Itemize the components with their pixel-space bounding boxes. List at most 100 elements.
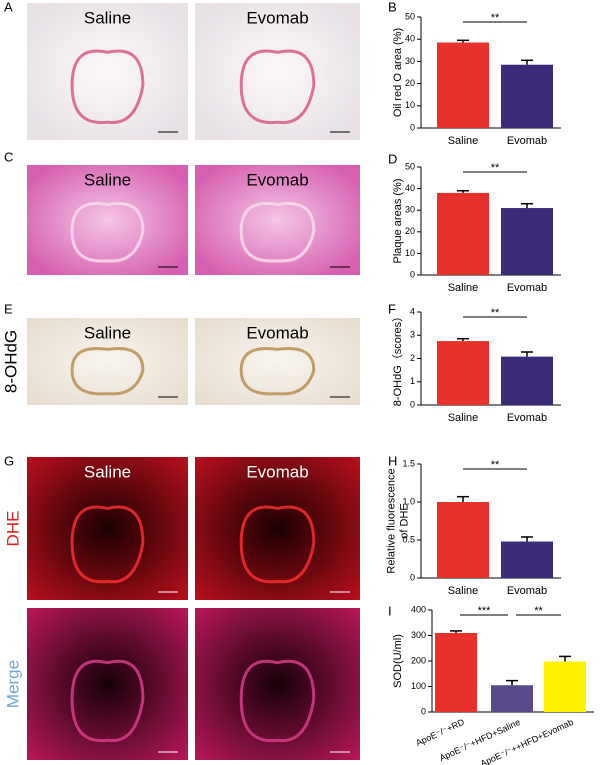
y-tick-label: 40 xyxy=(405,183,415,193)
y-tick-label: 20 xyxy=(405,226,415,236)
micrograph xyxy=(27,457,188,600)
image-label: Saline xyxy=(84,462,131,481)
panel-letter: H xyxy=(388,453,397,468)
y-axis-label: SOD(U/ml) xyxy=(392,634,404,688)
panel-letter: G xyxy=(4,453,14,468)
panel-letter: D xyxy=(388,151,397,166)
y-tick-label: 300 xyxy=(411,630,426,640)
image-label: Evomab xyxy=(246,462,308,481)
x-tick-label: Evomab xyxy=(507,412,547,424)
bar xyxy=(501,64,553,128)
x-tick-label: Evomab xyxy=(507,135,547,147)
bar xyxy=(501,208,553,275)
image-label: Saline xyxy=(84,323,131,342)
x-tick-label: Evomab xyxy=(507,282,547,294)
vessel-wall xyxy=(70,49,145,125)
y-tick-label: 10 xyxy=(405,100,415,110)
y-tick-label: 10 xyxy=(405,248,415,258)
y-tick-label: 200 xyxy=(411,655,426,665)
vessel-wall xyxy=(239,505,316,584)
image-label: Saline xyxy=(84,8,131,27)
bar xyxy=(501,356,553,405)
y-tick-label: 1 xyxy=(410,376,415,386)
y-tick-label: 4 xyxy=(410,306,415,316)
vessel-wall xyxy=(70,347,145,396)
y-axis-label: Oil red O area (%) xyxy=(392,28,404,117)
panel-letter: C xyxy=(4,149,13,164)
panel-letter: B xyxy=(388,0,397,14)
significance-label: ** xyxy=(491,307,500,319)
significance-label: ** xyxy=(491,12,500,24)
y-tick-label: 30 xyxy=(405,56,415,66)
x-tick-label: Saline xyxy=(448,135,479,147)
bar xyxy=(437,42,489,128)
y-axis-label: of DHE xyxy=(398,503,410,538)
significance-label: ** xyxy=(491,459,500,471)
significance-label: ** xyxy=(534,605,543,617)
micrograph xyxy=(195,457,360,600)
y-tick-label: 20 xyxy=(405,78,415,88)
bar xyxy=(501,541,553,578)
image-label: Evomab xyxy=(246,8,308,27)
image-label: Evomab xyxy=(246,323,308,342)
y-axis-label: Relative fluorescence xyxy=(385,468,397,573)
bar xyxy=(437,192,489,275)
micrograph xyxy=(195,318,360,405)
panel-letter: I xyxy=(388,603,392,618)
y-axis-label: Plaque areas (%) xyxy=(392,179,404,264)
panel-letter: A xyxy=(4,0,13,14)
row-label: 8-OHdG xyxy=(1,330,20,393)
y-tick-label: 0 xyxy=(410,399,415,409)
micrograph xyxy=(27,3,188,140)
bar xyxy=(437,502,489,578)
micrograph xyxy=(27,608,188,760)
micrograph xyxy=(195,165,360,275)
y-tick-label: 50 xyxy=(405,161,415,171)
y-tick-label: 50 xyxy=(405,11,415,21)
x-tick-label: Saline xyxy=(448,412,479,424)
image-label: Saline xyxy=(84,170,131,189)
vessel-wall xyxy=(70,505,145,584)
vessel-wall xyxy=(70,202,145,263)
significance-label: ** xyxy=(491,162,500,174)
micrograph xyxy=(27,165,188,275)
y-tick-label: 3 xyxy=(410,330,415,340)
y-tick-label: 400 xyxy=(411,604,426,614)
y-tick-label: 0 xyxy=(410,572,415,582)
x-tick-label: Evomab xyxy=(507,585,547,597)
y-tick-label: 1.0 xyxy=(402,496,415,506)
row-label: DHE xyxy=(3,511,22,547)
y-tick-label: 40 xyxy=(405,34,415,44)
micrograph xyxy=(195,608,360,760)
vessel-wall xyxy=(239,659,316,743)
y-tick-label: 100 xyxy=(411,681,426,691)
image-label: Evomab xyxy=(246,170,308,189)
y-tick-label: 30 xyxy=(405,205,415,215)
bar xyxy=(544,661,586,712)
row-label: Merge xyxy=(3,660,22,708)
x-tick-label: Saline xyxy=(448,282,479,294)
x-tick-label: ApoE⁻/⁻++HFD+Evomab xyxy=(479,717,575,765)
significance-label: *** xyxy=(478,605,492,617)
y-axis-label: 8-OHdG（scores） xyxy=(391,311,404,406)
y-tick-label: 1.5 xyxy=(402,458,415,468)
vessel-wall xyxy=(239,49,316,125)
vessel-wall xyxy=(70,659,145,743)
x-tick-label: ApoE⁻/⁻+RD xyxy=(414,717,466,748)
vessel-wall xyxy=(239,202,316,263)
y-tick-label: 2 xyxy=(410,353,415,363)
x-tick-label: Saline xyxy=(448,585,479,597)
y-tick-label: 0 xyxy=(410,269,415,279)
bar xyxy=(435,632,477,712)
bar xyxy=(491,685,533,712)
y-tick-label: 0.5 xyxy=(402,534,415,544)
micrograph xyxy=(27,318,188,405)
vessel-wall xyxy=(239,347,316,396)
y-tick-label: 0 xyxy=(410,122,415,132)
bar xyxy=(437,341,489,405)
micrograph xyxy=(195,3,360,140)
y-tick-label: 0 xyxy=(421,706,426,716)
panel-letter: F xyxy=(388,301,396,316)
panel-letter: E xyxy=(4,301,13,316)
